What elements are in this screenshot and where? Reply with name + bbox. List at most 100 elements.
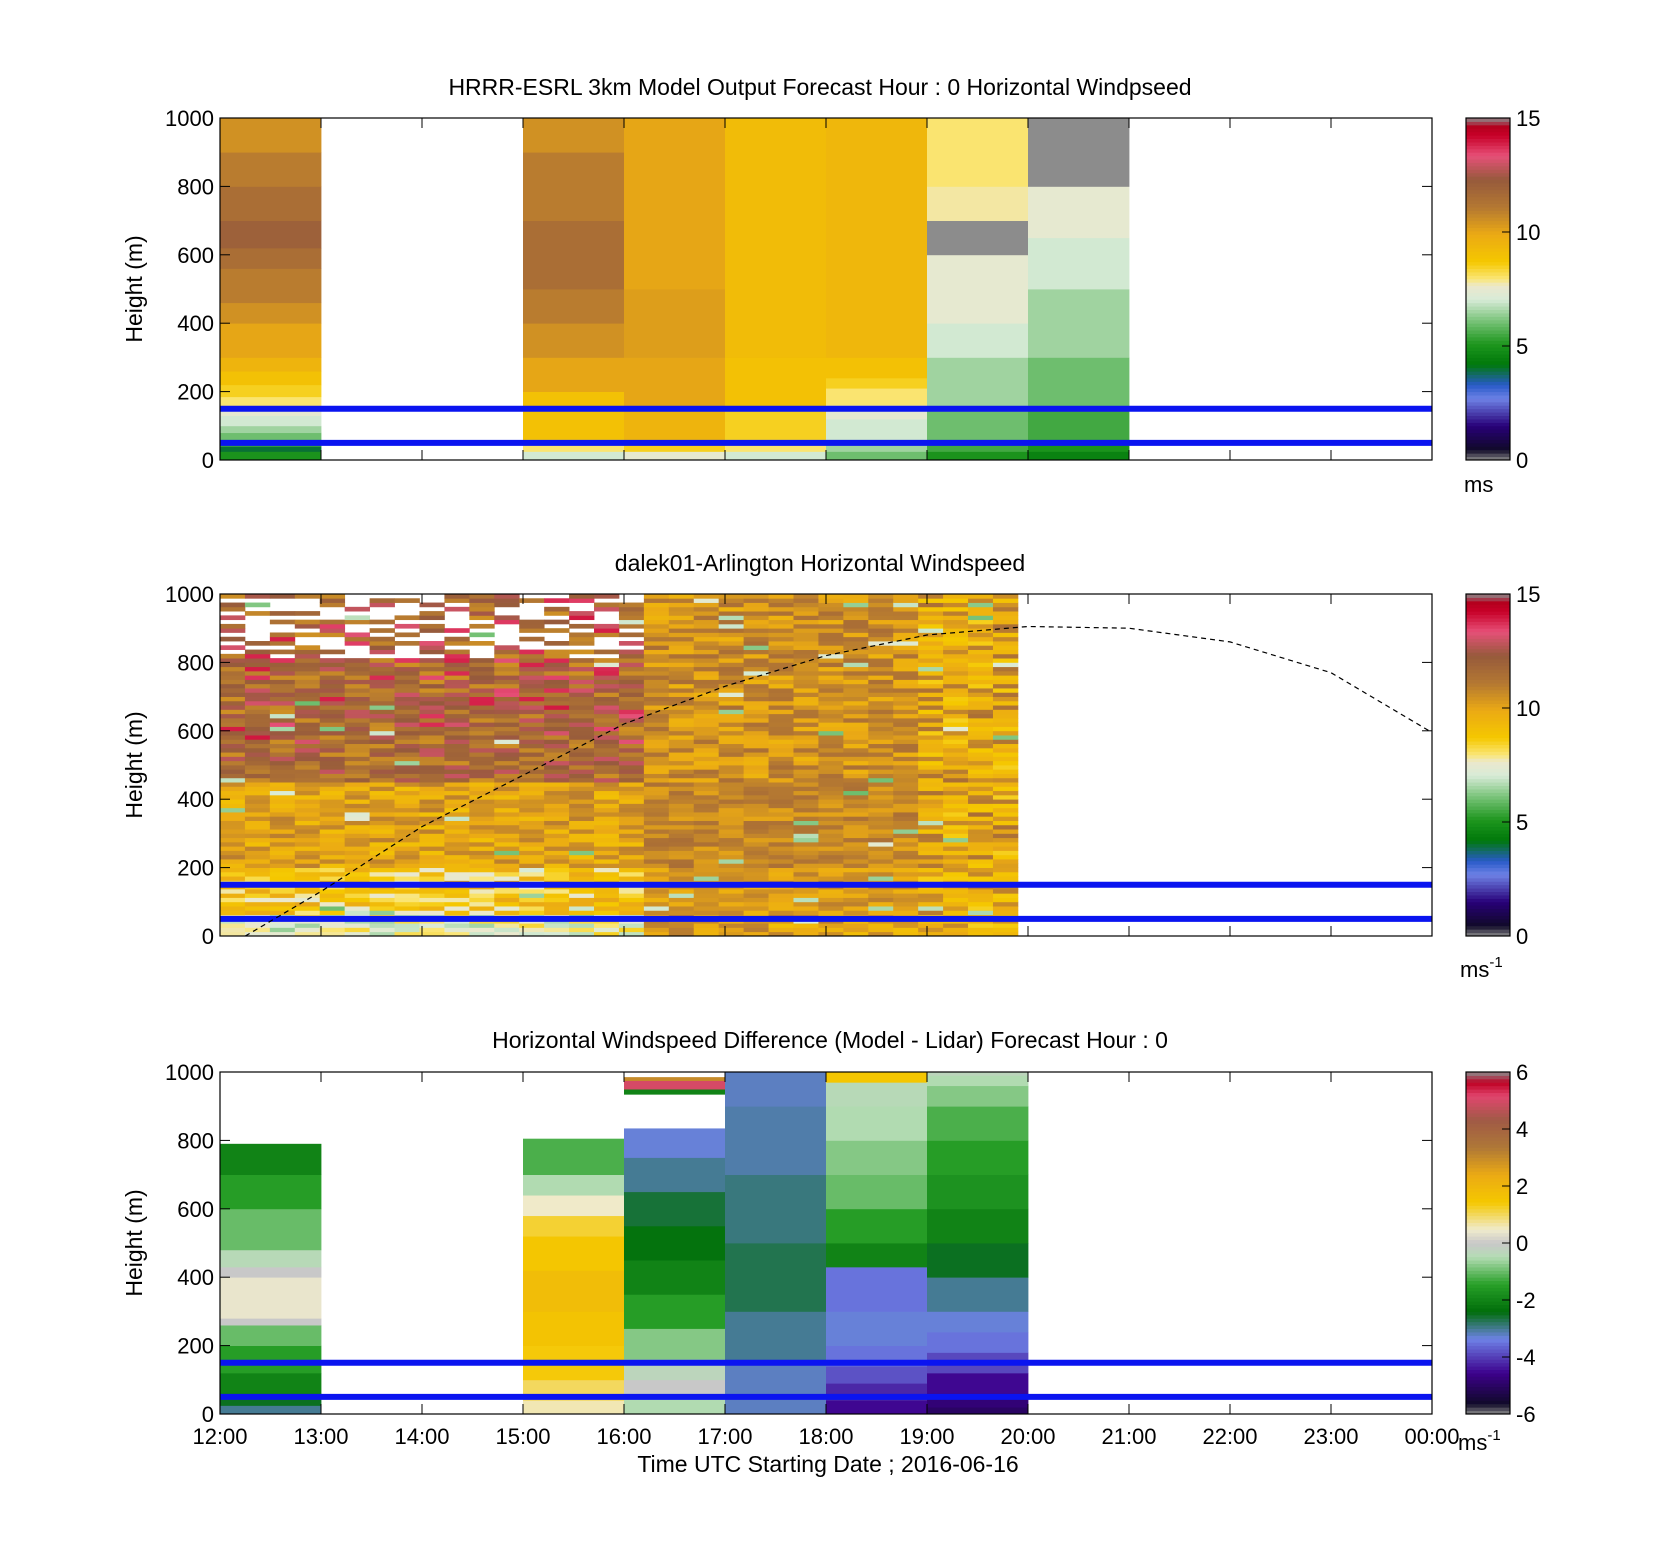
lidar-heatmap-cell (918, 927, 944, 933)
lidar-heatmap-cell (244, 688, 271, 693)
lidar-heatmap-cell (419, 675, 445, 680)
lidar-heatmap-cell (843, 628, 869, 633)
lidar-heatmap-cell (768, 816, 794, 821)
difference-colorbar-segment (1466, 1338, 1510, 1343)
lidar-heatmap-cell (344, 730, 370, 736)
lidar-heatmap-cell (868, 653, 894, 659)
lidar-heatmap-cell (893, 628, 919, 633)
lidar-heatmap-cell (693, 752, 720, 757)
lidar-heatmap-cell (544, 598, 570, 603)
lidar-heatmap-cell (718, 803, 745, 809)
lidar-heatmap-cell (718, 773, 745, 779)
lidar-heatmap-cell (868, 623, 894, 629)
lidar-heatmap-cell (793, 670, 819, 676)
lidar-heatmap-cell (843, 679, 869, 685)
lidar-heatmap-cell (868, 743, 894, 749)
lidar-heatmap-cell (868, 619, 894, 625)
lidar-heatmap-cell (344, 833, 370, 839)
lidar-heatmap-cell (693, 717, 720, 723)
lidar-heatmap-cell (244, 641, 271, 646)
lidar-heatmap-cell (668, 803, 695, 809)
lidar-heatmap-cell (494, 692, 520, 697)
model-colorbar-segment (1466, 278, 1510, 283)
lidar-heatmap-cell (594, 927, 620, 933)
difference-colorbar-segment (1466, 1229, 1510, 1234)
lidar-heatmap-cell (868, 700, 894, 706)
model-colorbar-segment (1466, 186, 1510, 191)
lidar-heatmap-cell (643, 897, 670, 903)
model-heatmap-cell (624, 408, 726, 440)
lidar-heatmap-cell (768, 803, 794, 809)
lidar-heatmap-cell (918, 867, 944, 873)
lidar-heatmap-cell (594, 709, 620, 715)
lidar-heatmap-cell (768, 653, 794, 659)
difference-heatmap-cell (927, 1140, 1029, 1175)
lidar-heatmap-cell (220, 709, 246, 715)
lidar-heatmap-cell (544, 923, 570, 928)
difference-y-tick-label: 600 (177, 1197, 214, 1222)
lidar-heatmap-cell (269, 850, 296, 856)
lidar-heatmap-cell (294, 709, 321, 715)
model-colorbar-segment (1466, 312, 1510, 317)
lidar-heatmap-cell (643, 598, 670, 603)
lidar-heatmap-cell (843, 713, 869, 719)
lidar-heatmap-cell (843, 670, 869, 676)
lidar-heatmap-cell (618, 833, 645, 839)
lidar-heatmap-cell (618, 820, 645, 826)
lidar-heatmap-cell (369, 931, 395, 937)
lidar-heatmap-cell (469, 683, 495, 689)
lidar-heatmap-cell (469, 726, 495, 732)
lidar-heatmap-cell (469, 833, 495, 839)
lidar-heatmap-cell (244, 888, 271, 894)
lidar-heatmap-cell (544, 628, 570, 633)
x-tick-label: 17:00 (697, 1424, 752, 1449)
model-colorbar-segment (1466, 391, 1510, 396)
lidar-heatmap-cell (943, 705, 969, 710)
lidar-heatmap-cell (544, 790, 570, 796)
lidar-heatmap-cell (244, 743, 271, 749)
lidar-heatmap-cell (220, 807, 246, 813)
model-colorbar-segment (1466, 381, 1510, 386)
lidar-heatmap-cell (992, 636, 1019, 642)
difference-colorbar-segment (1466, 1314, 1510, 1319)
lidar-heatmap-cell (494, 688, 520, 693)
lidar-heatmap-cell (918, 794, 944, 800)
lidar-heatmap-cell (793, 923, 819, 928)
lidar-heatmap-cell (618, 602, 645, 608)
lidar-heatmap-cell (544, 760, 570, 766)
lidar-heatmap-cell (469, 923, 495, 928)
lidar-colorbar-segment (1466, 853, 1510, 858)
lidar-heatmap-cell (544, 833, 570, 839)
lidar-heatmap-cell (344, 910, 370, 916)
lidar-heatmap-cell (244, 794, 271, 800)
lidar-heatmap-cell (868, 598, 894, 603)
lidar-heatmap-cell (718, 871, 745, 877)
lidar-heatmap-cell (319, 713, 346, 719)
lidar-heatmap-cell (319, 705, 346, 710)
lidar-heatmap-cell (793, 713, 819, 719)
difference-heatmap-cell (927, 1072, 1029, 1076)
lidar-heatmap-cell (269, 824, 296, 830)
lidar-heatmap-cell (992, 777, 1019, 783)
lidar-heatmap-cell (818, 649, 844, 655)
lidar-heatmap-cell (868, 841, 894, 847)
lidar-colorbar-segment (1466, 706, 1510, 711)
lidar-heatmap-cell (943, 837, 969, 843)
lidar-heatmap-cell (768, 602, 794, 608)
lidar-heatmap-cell (743, 598, 769, 603)
difference-heatmap-cell (523, 1195, 625, 1217)
lidar-heatmap-cell (718, 705, 745, 710)
lidar-heatmap-cell (544, 649, 570, 655)
lidar-colorbar-segment (1466, 788, 1510, 793)
lidar-heatmap-cell (618, 619, 645, 625)
lidar-heatmap-cell (544, 782, 570, 787)
lidar-heatmap-cell (419, 931, 445, 937)
lidar-heatmap-cell (918, 769, 944, 774)
lidar-heatmap-cell (943, 910, 969, 916)
model-heatmap-cell (826, 377, 928, 389)
lidar-heatmap-cell (319, 628, 346, 633)
lidar-heatmap-cell (444, 833, 470, 839)
x-axis-tick-labels: 12:00 13:00 14:00 15:00 16:00 17:00 18:00 19:00… (192, 1424, 1459, 1449)
model-colorbar-segment (1466, 401, 1510, 406)
lidar-heatmap-cell (294, 786, 321, 792)
